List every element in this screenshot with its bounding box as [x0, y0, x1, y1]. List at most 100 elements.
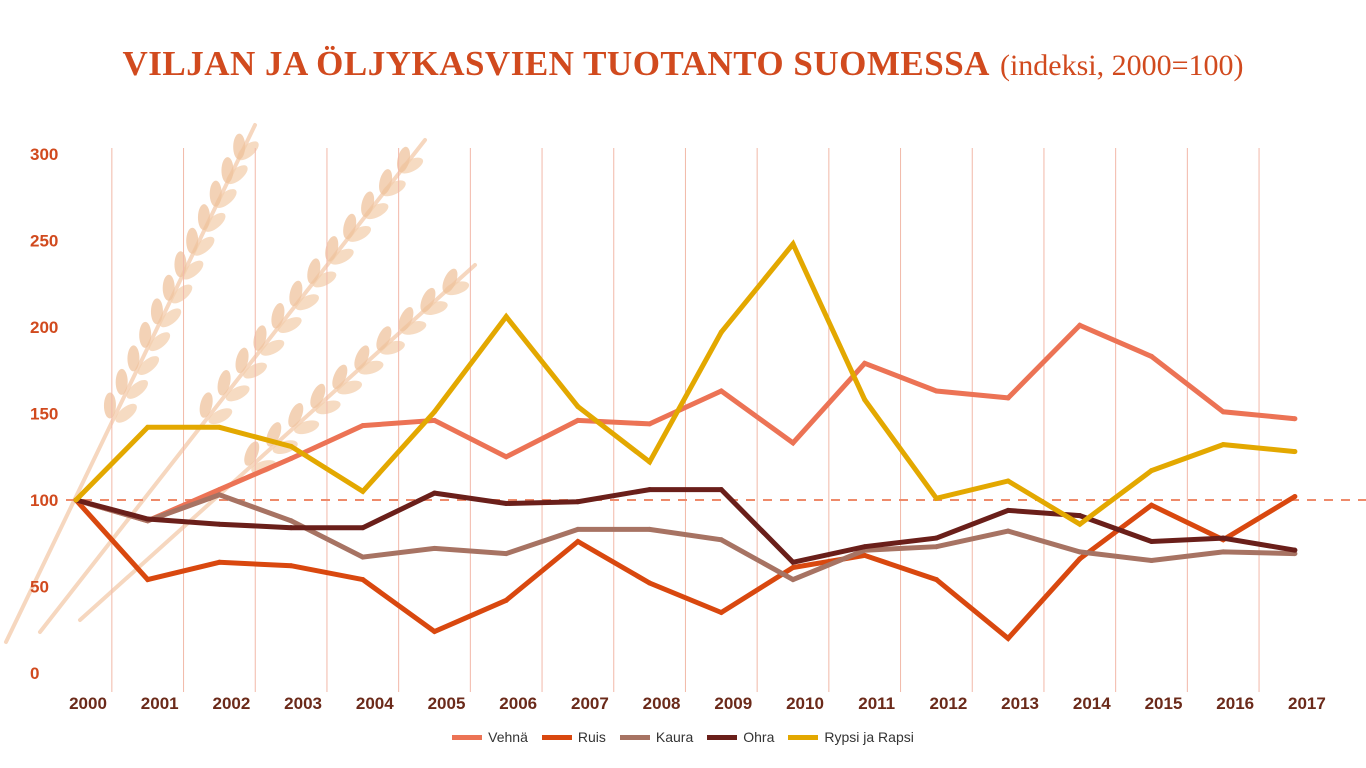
series-ruis	[73, 494, 1298, 642]
data-point	[216, 559, 222, 565]
wheat-stem	[4, 123, 257, 644]
x-tick-label: 2002	[212, 694, 250, 713]
wheat-grain	[235, 347, 249, 374]
wheat-grain	[325, 236, 339, 262]
wheat-grain	[364, 203, 389, 220]
wheat-grain	[310, 383, 326, 409]
data-point	[790, 241, 796, 247]
data-point	[790, 564, 796, 570]
wheat-grain	[115, 368, 128, 395]
wheat-grain	[127, 345, 140, 372]
data-point	[432, 545, 437, 551]
wheat-grain	[126, 379, 148, 399]
data-point	[1077, 322, 1083, 328]
wheat-grain	[376, 326, 392, 351]
data-point	[1220, 549, 1226, 555]
data-point	[503, 551, 509, 557]
data-point	[216, 424, 222, 430]
wheat-grain	[420, 287, 436, 313]
data-point	[575, 499, 581, 505]
wheat-grain	[253, 325, 267, 351]
data-point	[1005, 507, 1011, 513]
data-point	[790, 440, 796, 446]
legend-item: Kaura	[619, 729, 693, 745]
x-tick-label: 2003	[284, 694, 322, 713]
data-point	[288, 518, 294, 524]
wheat-grain	[312, 271, 337, 288]
data-point	[73, 497, 79, 503]
wheat-grain	[162, 274, 175, 301]
data-point	[718, 609, 724, 615]
x-tick-label: 2017	[1288, 694, 1326, 713]
wheat-grain	[197, 204, 210, 231]
y-tick-label: 150	[30, 405, 58, 424]
data-point	[1149, 502, 1154, 508]
chart-title: VILJAN JA ÖLJYKASVIEN TUOTANTO SUOMESSA …	[0, 44, 1366, 84]
y-axis: 0 50 100 150 200 250 300	[30, 145, 58, 683]
data-point	[145, 577, 151, 583]
x-tick-label: 2001	[141, 694, 179, 713]
chart-title-main: VILJAN JA ÖLJYKASVIEN TUOTANTO SUOMESSA	[122, 44, 990, 83]
data-point	[216, 492, 222, 498]
x-tick-label: 2004	[356, 694, 394, 713]
data-point	[1005, 395, 1011, 401]
data-point	[647, 487, 653, 493]
series-line	[75, 487, 1296, 566]
wheat-grain	[396, 146, 411, 173]
wheat-grain	[137, 356, 160, 375]
y-tick-label: 0	[30, 664, 39, 683]
series-line	[75, 322, 1296, 524]
x-tick-label: 2013	[1001, 694, 1039, 713]
data-point	[1220, 409, 1226, 415]
data-point	[1005, 528, 1011, 534]
data-point	[718, 329, 724, 335]
wheat-grain	[139, 321, 152, 348]
wheat-grain	[260, 339, 285, 356]
data-point	[718, 537, 724, 543]
data-point	[647, 421, 653, 427]
y-tick-label: 100	[30, 491, 58, 510]
data-point	[432, 490, 437, 496]
data-point	[432, 409, 437, 415]
y-tick-label: 200	[30, 318, 58, 337]
x-tick-label: 2012	[929, 694, 967, 713]
data-point	[647, 459, 653, 465]
chart-title-subtitle: (indeksi, 2000=100)	[999, 49, 1244, 82]
data-point	[503, 597, 509, 603]
x-tick-label: 2015	[1145, 694, 1183, 713]
y-tick-label: 300	[30, 145, 58, 164]
data-point	[288, 563, 294, 569]
data-point	[862, 552, 868, 558]
wheat-grain	[233, 133, 246, 160]
wheat-grain	[204, 212, 226, 232]
legend-label: Rypsi ja Rapsi	[824, 729, 914, 745]
wheat-grain	[294, 420, 320, 435]
data-point	[1005, 635, 1011, 641]
legend-swatch	[541, 734, 572, 740]
legend-label: Ruis	[577, 729, 606, 745]
data-point	[503, 500, 509, 506]
data-point	[1292, 416, 1298, 422]
wheat-grain	[221, 157, 234, 184]
data-point	[1149, 468, 1154, 474]
data-point	[1149, 539, 1154, 545]
data-point	[1077, 513, 1083, 519]
data-point	[862, 544, 868, 550]
data-point	[933, 577, 939, 583]
data-point	[718, 388, 724, 394]
y-tick-label: 250	[30, 232, 58, 251]
wheat-grain	[295, 294, 319, 311]
wheat-grain	[329, 248, 354, 265]
x-tick-label: 2005	[428, 694, 466, 713]
data-point	[1292, 449, 1298, 455]
data-point	[145, 424, 151, 430]
wheat-grain	[343, 213, 357, 240]
data-point	[288, 443, 294, 449]
series-rypsi-ja-rapsi	[73, 239, 1298, 528]
data-point	[933, 535, 939, 541]
legend-swatch	[707, 734, 738, 740]
wheat-grain	[289, 280, 303, 307]
data-point	[1220, 535, 1226, 541]
x-tick-label: 2009	[714, 694, 752, 713]
x-tick-label: 2000	[69, 694, 107, 713]
